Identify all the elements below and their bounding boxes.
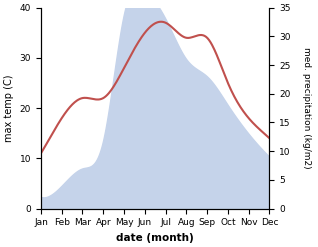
Y-axis label: med. precipitation (kg/m2): med. precipitation (kg/m2) [301,47,311,169]
X-axis label: date (month): date (month) [116,233,194,243]
Y-axis label: max temp (C): max temp (C) [4,74,14,142]
